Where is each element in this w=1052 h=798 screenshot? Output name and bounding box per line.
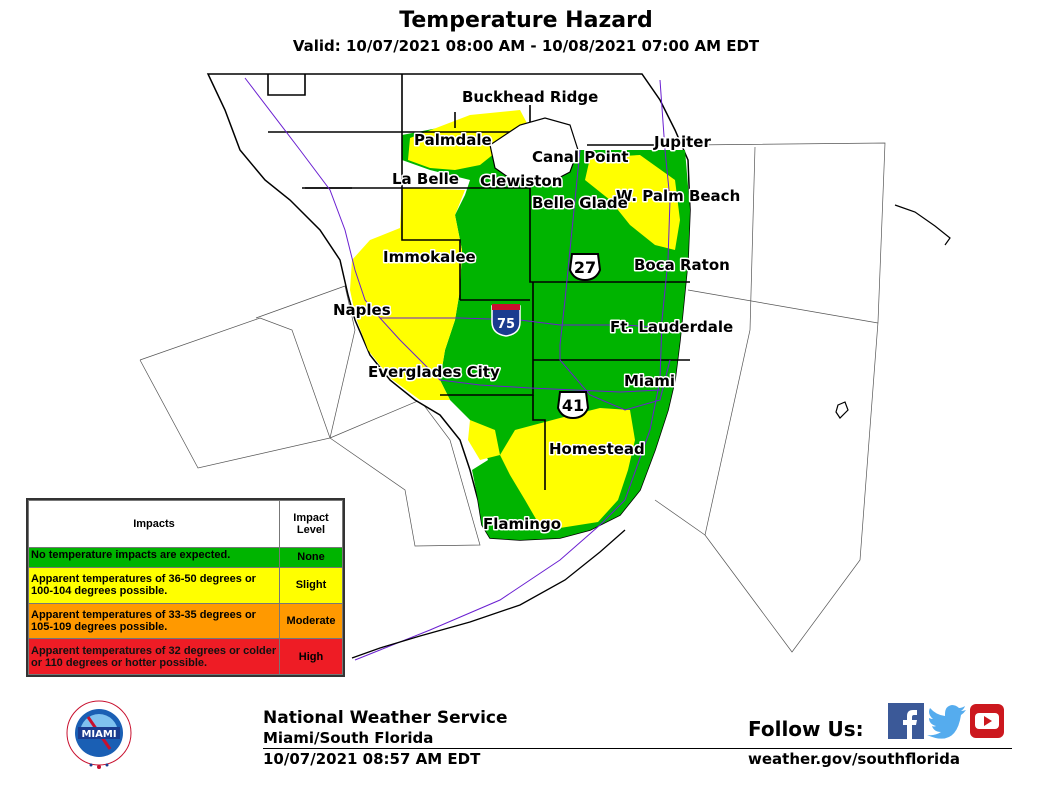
legend-row-none-text: No temperature impacts are expected. bbox=[28, 547, 280, 568]
city-naples: Naples bbox=[333, 301, 391, 319]
interstate-75-label: 75 bbox=[497, 317, 515, 332]
gulf-zone-outline-2 bbox=[255, 285, 356, 439]
city-miami: Miami bbox=[624, 372, 675, 390]
city-buckhead-ridge: Buckhead Ridge bbox=[462, 88, 598, 106]
road-us27 bbox=[559, 149, 671, 411]
agency-name: National Weather Service bbox=[263, 708, 508, 728]
city-boca-raton: Boca Raton bbox=[634, 256, 730, 274]
us41-label: 41 bbox=[562, 396, 584, 415]
hazard-areas-slight bbox=[350, 110, 680, 528]
legend-row-slight-level: Slight bbox=[279, 566, 343, 604]
road-us41 bbox=[379, 317, 661, 393]
logo-miami-text: MIAMI bbox=[81, 729, 116, 740]
city-w-palm-beach: W. Palm Beach bbox=[616, 187, 740, 205]
us27-shield: 27 bbox=[568, 253, 602, 282]
slight-area-north bbox=[408, 110, 528, 170]
city-labels: Buckhead Ridge Palmdale Canal Point Jupi… bbox=[332, 87, 742, 535]
slight-area-homestead bbox=[500, 408, 635, 528]
issued-time: 10/07/2021 08:57 AM EDT bbox=[263, 750, 481, 768]
bimini-islands bbox=[835, 401, 849, 419]
impact-legend: Impacts Impact Level No temperature impa… bbox=[26, 498, 345, 677]
twitter-icon[interactable] bbox=[926, 703, 968, 739]
atlantic-zone-outline bbox=[689, 142, 886, 653]
legend-row-high-level: High bbox=[279, 638, 343, 675]
interstate-75-shield: 75 bbox=[491, 304, 521, 337]
city-ft-lauderdale: Ft. Lauderdale bbox=[610, 318, 733, 336]
road-i95 bbox=[599, 79, 671, 526]
legend-row-none-level: None bbox=[279, 547, 343, 568]
youtube-icon[interactable] bbox=[969, 703, 1005, 739]
lake-okeechobee bbox=[489, 117, 579, 186]
gulf-zone-outline bbox=[139, 317, 331, 469]
city-flamingo: Flamingo bbox=[483, 515, 561, 533]
slight-area-everglades bbox=[468, 420, 500, 460]
us41-shield: 41 bbox=[556, 391, 590, 420]
map-title: Temperature Hazard bbox=[399, 8, 653, 33]
city-canal-point: Canal Point bbox=[532, 148, 629, 166]
atlantic-zone-outline-2 bbox=[687, 289, 879, 324]
city-palmdale: Palmdale bbox=[414, 131, 492, 149]
office-name: Miami/South Florida bbox=[263, 729, 434, 747]
legend-row-moderate-text: Apparent temperatures of 33-35 degrees o… bbox=[28, 602, 280, 640]
roads bbox=[244, 77, 681, 661]
county-line-10 bbox=[532, 395, 546, 490]
facebook-icon[interactable] bbox=[888, 703, 924, 739]
website-link[interactable]: weather.gov/southflorida bbox=[748, 750, 961, 768]
city-clewiston: Clewiston bbox=[480, 172, 562, 190]
us27-label: 27 bbox=[574, 258, 596, 277]
valid-time: Valid: 10/07/2021 08:00 AM - 10/08/2021 … bbox=[292, 37, 760, 55]
city-everglades-city: Everglades City bbox=[368, 363, 500, 381]
legend-level-header: Impact Level bbox=[279, 500, 343, 548]
road-keys bbox=[354, 524, 601, 661]
city-homestead: Homestead bbox=[549, 440, 645, 458]
florida-keys bbox=[351, 529, 626, 659]
legend-impacts-header: Impacts bbox=[28, 500, 280, 548]
nws-miami-logo[interactable]: MIAMI bbox=[58, 695, 140, 771]
palm-beach-island bbox=[894, 204, 951, 246]
county-lines bbox=[267, 74, 690, 490]
city-jupiter: Jupiter bbox=[653, 133, 711, 151]
legend-row-high-text: Apparent temperatures of 32 degrees or c… bbox=[28, 638, 280, 675]
road-i75 bbox=[244, 77, 681, 329]
city-la-belle: La Belle bbox=[392, 170, 459, 188]
slight-area-west bbox=[350, 188, 465, 400]
city-immokalee: Immokalee bbox=[383, 248, 476, 266]
marine-zones bbox=[139, 142, 886, 653]
city-belle-glade: Belle Glade bbox=[532, 194, 628, 212]
county-line-5 bbox=[401, 132, 461, 300]
atlantic-zone-outline-3 bbox=[654, 499, 706, 536]
county-line-1 bbox=[267, 74, 306, 96]
legend-row-moderate-level: Moderate bbox=[279, 602, 343, 640]
follow-us-label: Follow Us: bbox=[748, 717, 864, 741]
slight-area-palmbeach bbox=[585, 155, 680, 250]
footer-divider bbox=[263, 748, 1012, 749]
legend-row-slight-text: Apparent temperatures of 36-50 degrees o… bbox=[28, 566, 280, 604]
